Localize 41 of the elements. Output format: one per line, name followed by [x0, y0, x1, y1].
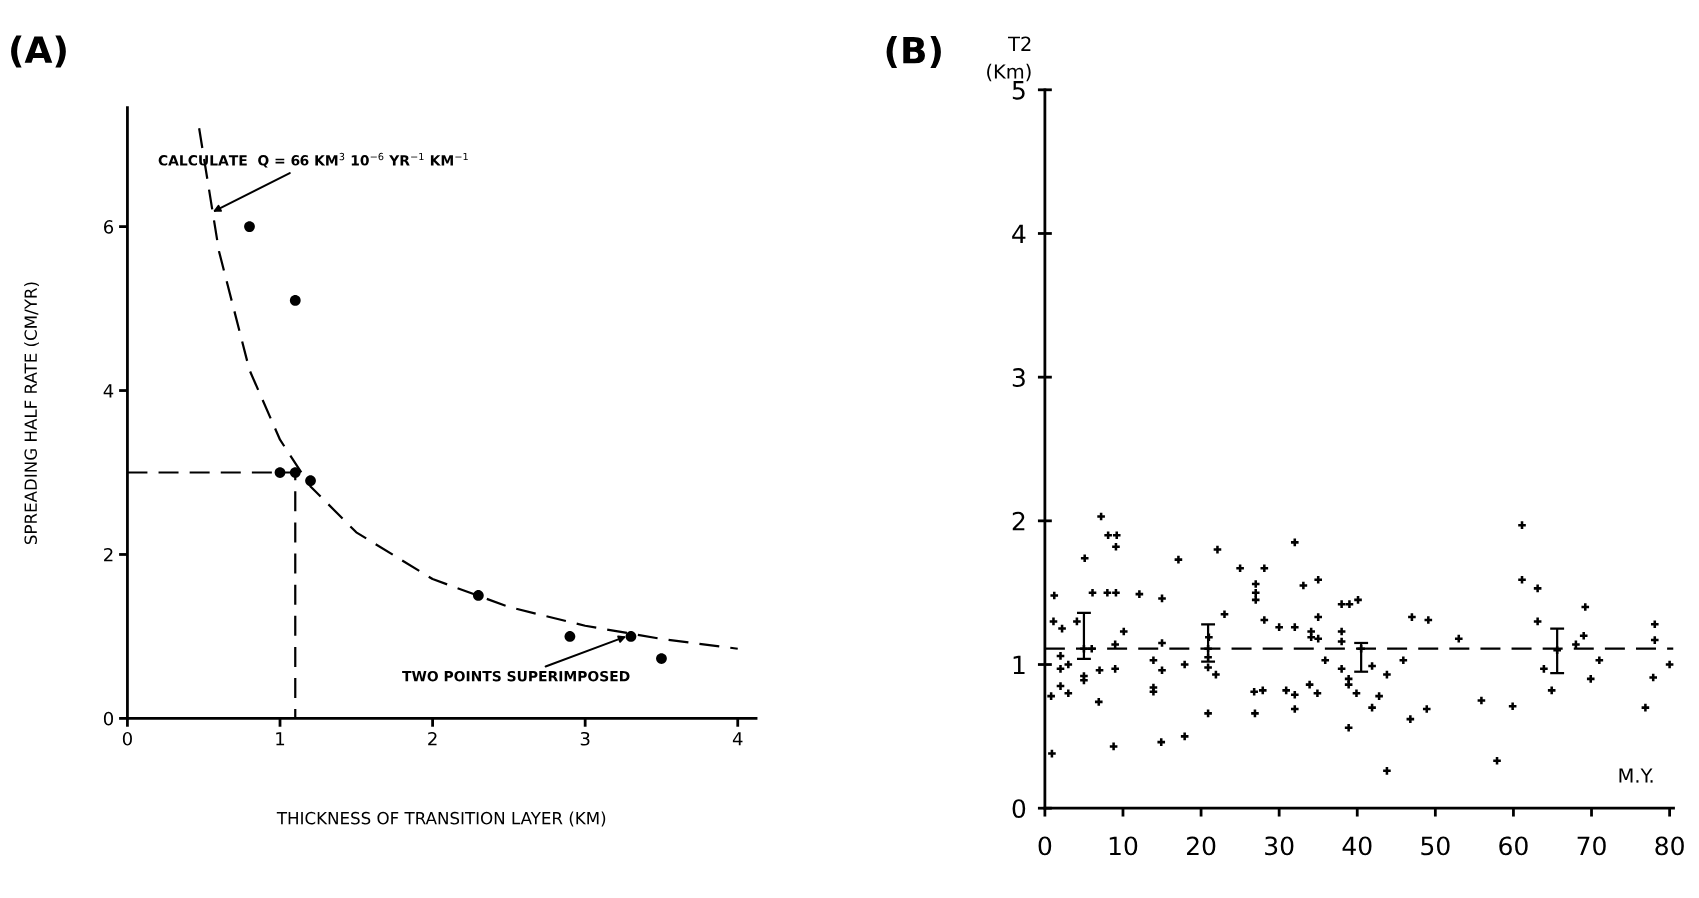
point	[244, 221, 255, 232]
x-tick-label: 0	[1038, 836, 1052, 856]
x-tick-label: 3	[580, 731, 590, 746]
y-tick-label: 2	[1012, 511, 1025, 531]
y-tick-label: 1	[1013, 655, 1025, 675]
point	[656, 653, 667, 664]
point	[305, 475, 316, 487]
chart-title: (A)	[11, 35, 66, 68]
y-axis-title: SPREADING HALF RATE (CM/YR)	[24, 282, 39, 545]
x-axis-title: M.Y.	[1619, 768, 1653, 783]
point	[289, 467, 301, 478]
chart-title: (B)	[886, 35, 941, 69]
y-tick-label: 5	[1012, 81, 1025, 100]
x-tick-label: 40	[1342, 836, 1372, 856]
point	[274, 467, 286, 478]
point	[472, 590, 484, 601]
y-tick-label: 0	[103, 711, 114, 726]
y-axis-title: T2 (Km)	[987, 36, 1031, 82]
x-tick-label: 1	[276, 732, 285, 746]
y-tick-label: 2	[104, 547, 113, 562]
x-tick-label: 70	[1577, 836, 1606, 856]
x-tick-label: 80	[1655, 836, 1684, 856]
annotation: CALCULATE Q = 66 KM$^{3}$ 10$^{−6}$ YR$^{−1}$ KM$^{−1}$	[158, 152, 468, 168]
point	[625, 631, 637, 642]
point	[289, 295, 301, 306]
x-tick-label: 60	[1499, 836, 1528, 856]
y-tick-label: 4	[103, 384, 114, 398]
x-axis-title: THICKNESS OF TRANSITION LAYER (KM)	[276, 811, 606, 827]
y-tick-label: 6	[104, 220, 114, 234]
point	[564, 631, 576, 642]
y-tick-label: 4	[1012, 224, 1026, 243]
x-tick-label: 30	[1265, 836, 1294, 856]
x-tick-label: 20	[1186, 836, 1216, 856]
x-tick-label: 4	[732, 732, 743, 746]
y-tick-label: 0	[1012, 799, 1026, 819]
y-tick-label: 3	[1012, 368, 1025, 388]
x-tick-label: 2	[428, 731, 437, 746]
x-tick-label: 0	[122, 731, 132, 746]
annotation: TWO POINTS SUPERIMPOSED	[402, 670, 630, 682]
x-tick-label: 50	[1421, 836, 1450, 856]
x-tick-label: 10	[1109, 836, 1138, 856]
